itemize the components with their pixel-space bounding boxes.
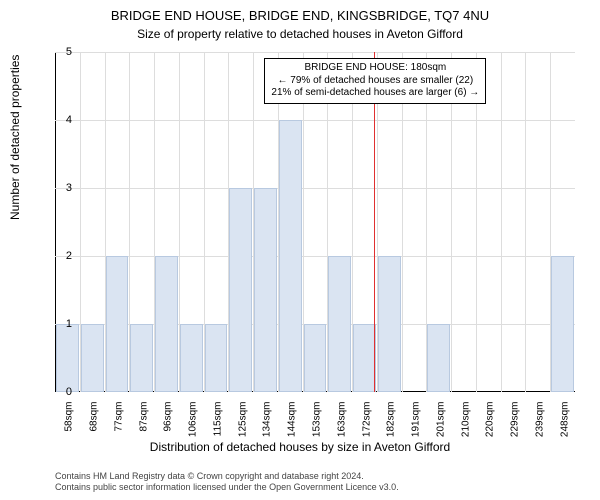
bar <box>254 188 277 392</box>
gridline-v <box>501 52 502 392</box>
xtick-label: 182sqm <box>386 402 397 452</box>
xtick-label: 58sqm <box>64 402 75 452</box>
bar <box>205 324 228 392</box>
bar <box>229 188 252 392</box>
ytick-label: 3 <box>57 182 72 194</box>
y-axis-label: Number of detached properties <box>8 55 22 220</box>
xtick-label: 68sqm <box>89 402 100 452</box>
xtick-label: 201sqm <box>435 402 446 452</box>
annotation-line-1: BRIDGE END HOUSE: 180sqm <box>271 62 479 75</box>
credits-line-2: Contains public sector information licen… <box>55 482 399 494</box>
xtick-label: 134sqm <box>262 402 273 452</box>
ytick-label: 5 <box>57 46 72 58</box>
annotation-line-3: 21% of semi-detached houses are larger (… <box>271 87 479 100</box>
bar <box>279 120 302 392</box>
bar <box>353 324 376 392</box>
bar <box>551 256 574 392</box>
ytick-label: 4 <box>57 114 72 126</box>
ytick-label: 2 <box>57 250 72 262</box>
gridline-h <box>55 120 575 121</box>
bar <box>130 324 153 392</box>
credits: Contains HM Land Registry data © Crown c… <box>55 471 399 494</box>
xtick-label: 172sqm <box>361 402 372 452</box>
xtick-label: 106sqm <box>188 402 199 452</box>
bar <box>180 324 203 392</box>
gridline-h <box>55 188 575 189</box>
bar <box>155 256 178 392</box>
chart-subtitle: Size of property relative to detached ho… <box>0 25 600 41</box>
bar <box>304 324 327 392</box>
bar <box>378 256 401 392</box>
xtick-label: 125sqm <box>237 402 248 452</box>
ytick-label: 1 <box>57 318 72 330</box>
chart-title: BRIDGE END HOUSE, BRIDGE END, KINGSBRIDG… <box>0 0 600 25</box>
bar <box>81 324 104 392</box>
xtick-label: 144sqm <box>287 402 298 452</box>
xtick-label: 77sqm <box>113 402 124 452</box>
ytick-label: 0 <box>57 386 72 398</box>
xtick-label: 115sqm <box>212 402 223 452</box>
xtick-label: 210sqm <box>460 402 471 452</box>
xtick-label: 248sqm <box>559 402 570 452</box>
xtick-label: 153sqm <box>312 402 323 452</box>
xtick-label: 220sqm <box>485 402 496 452</box>
xtick-label: 163sqm <box>336 402 347 452</box>
xtick-label: 96sqm <box>163 402 174 452</box>
annotation-line-2: ← 79% of detached houses are smaller (22… <box>271 75 479 88</box>
bar <box>427 324 450 392</box>
annotation-box: BRIDGE END HOUSE: 180sqm← 79% of detache… <box>264 58 486 104</box>
gridline-v <box>525 52 526 392</box>
bar <box>328 256 351 392</box>
credits-line-1: Contains HM Land Registry data © Crown c… <box>55 471 399 483</box>
plot-area: BRIDGE END HOUSE: 180sqm← 79% of detache… <box>55 52 575 392</box>
xtick-label: 87sqm <box>138 402 149 452</box>
xtick-label: 239sqm <box>534 402 545 452</box>
xtick-label: 191sqm <box>411 402 422 452</box>
bar <box>56 324 79 392</box>
gridline-h <box>55 256 575 257</box>
chart-container: BRIDGE END HOUSE, BRIDGE END, KINGSBRIDG… <box>0 0 600 500</box>
bar <box>106 256 129 392</box>
gridline-h <box>55 52 575 53</box>
xtick-label: 229sqm <box>510 402 521 452</box>
